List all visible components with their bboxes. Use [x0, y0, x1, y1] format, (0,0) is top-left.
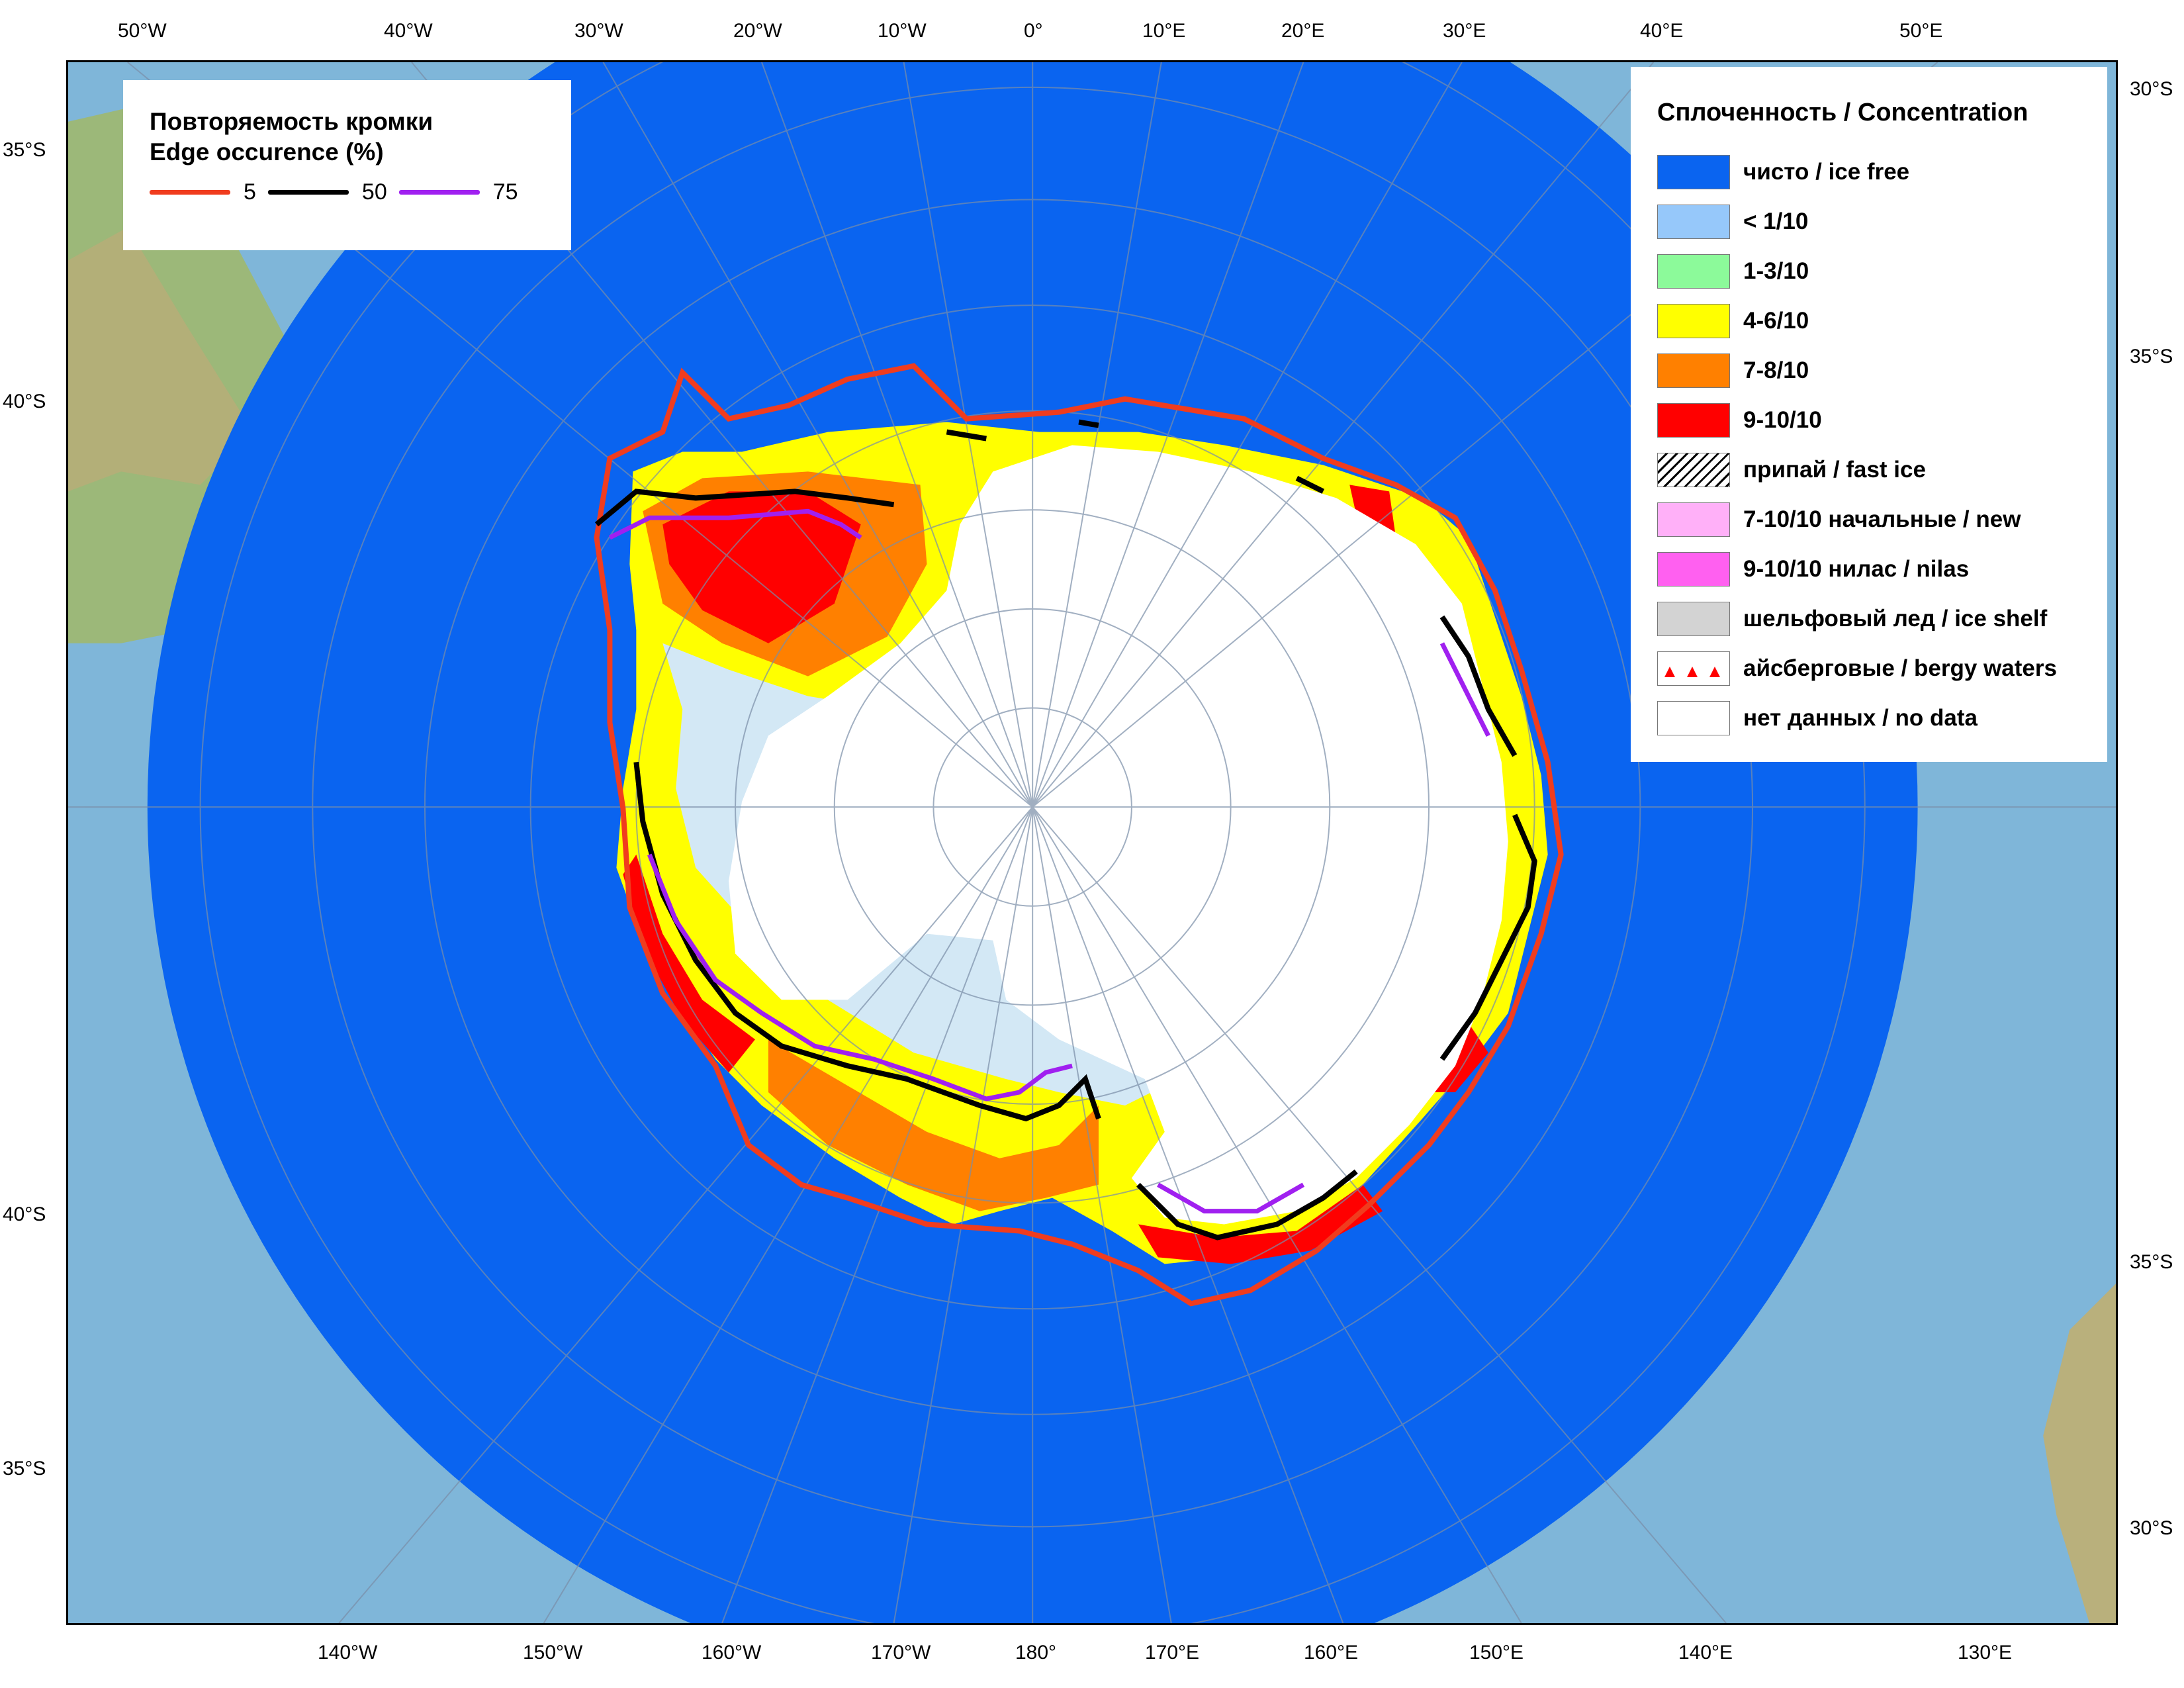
lat-tick-left: 35°S [3, 139, 46, 161]
edge-line-75-percent [608, 508, 1490, 1214]
concentration-swatch [1657, 204, 1730, 239]
lon-tick-bottom: 180° [1015, 1642, 1057, 1664]
lon-tick-bottom: 160°E [1304, 1642, 1359, 1664]
concentration-legend-item: чисто / ice free [1657, 147, 2081, 197]
concentration-legend-item: 9-10/10 [1657, 395, 2081, 445]
lon-tick-bottom: 130°E [1958, 1642, 2013, 1664]
edge-occurrence-legend: Повторяемость кромки Edge occurence (%) … [123, 80, 571, 250]
lat-tick-left: 40°S [3, 391, 46, 412]
concentration-label: 4-6/10 [1743, 307, 1809, 334]
concentration-swatch [1657, 154, 1730, 189]
lon-tick-bottom: 150°W [523, 1642, 583, 1664]
edge-legend-label: 75 [492, 179, 518, 205]
concentration-legend-title: Сплоченность / Concentration [1657, 99, 2028, 126]
edge-legend-title-ru: Повторяемость кромки [150, 108, 433, 135]
ice-patch-west-red [623, 854, 755, 1073]
antarctic-sea-ice-map [68, 62, 2116, 1623]
lon-tick-top: 50°E [1899, 20, 1943, 42]
concentration-label: чисто / ice free [1743, 158, 1910, 185]
concentration-label: 7-8/10 [1743, 357, 1809, 383]
concentration-label: 9-10/10 [1743, 406, 1822, 433]
lon-tick-bottom: 160°W [702, 1642, 762, 1664]
lat-tick-right: 30°S [2130, 78, 2173, 100]
concentration-legend-item: 7-8/10 [1657, 346, 2081, 395]
africa-landmass [2043, 1284, 2116, 1623]
concentration-label: 7-10/10 начальные / new [1743, 506, 2021, 532]
lon-tick-bottom: 150°E [1469, 1642, 1524, 1664]
lon-tick-bottom: 170°E [1145, 1642, 1200, 1664]
edge-legend-title-en: Edge occurence (%) [150, 138, 384, 165]
concentration-legend-item: шельфовый лед / ice shelf [1657, 594, 2081, 643]
lon-tick-top: 0° [1024, 20, 1043, 42]
antarctica-continent [729, 445, 1508, 1225]
map-frame [66, 60, 2118, 1625]
ice-patch-weddell-red [662, 491, 861, 643]
edge-legend-label: 50 [361, 179, 387, 205]
concentration-label: нет данных / no data [1743, 704, 1978, 731]
lon-tick-top: 20°W [733, 20, 782, 42]
lat-tick-right: 35°S [2130, 1251, 2173, 1273]
lon-tick-bottom: 140°E [1678, 1642, 1733, 1664]
edge-line-swatch-75 [398, 190, 480, 195]
concentration-legend-item: 4-6/10 [1657, 296, 2081, 346]
lon-tick-top: 30°E [1443, 20, 1486, 42]
edge-line-5-percent [594, 363, 1564, 1307]
concentration-legend-item: 1-3/10 [1657, 246, 2081, 296]
concentration-legend: Сплоченность / Concentration чисто / ice… [1631, 67, 2107, 762]
concentration-legend-item: припай / fast ice [1657, 445, 2081, 494]
fast-ice-hatch-icon [1657, 452, 1730, 487]
concentration-label: 1-3/10 [1743, 258, 1809, 284]
concentration-legend-item: айсберговые / bergy waters [1657, 643, 2081, 693]
concentration-swatch [1657, 402, 1730, 438]
ice-patch-ross-orange [768, 1039, 1099, 1211]
edge-legend-label: 5 [244, 179, 256, 205]
lat-tick-left: 35°S [3, 1458, 46, 1479]
concentration-swatch [1657, 502, 1730, 537]
lat-tick-right: 30°S [2130, 1517, 2173, 1539]
concentration-label: шельфовый лед / ice shelf [1743, 605, 2048, 632]
bergy-waters-triangles-icon [1657, 651, 1730, 686]
concentration-swatch [1657, 353, 1730, 388]
concentration-legend-item: 9-10/10 нилас / nilas [1657, 544, 2081, 594]
graticule [68, 62, 2116, 1623]
concentration-legend-items: чисто / ice free < 1/10 1-3/10 4-6/10 7-8/10… [1657, 147, 2081, 743]
concentration-legend-item: 7-10/10 начальные / new [1657, 494, 2081, 544]
concentration-label: айсберговые / bergy waters [1743, 655, 2057, 681]
lon-tick-top: 50°W [118, 20, 167, 42]
edge-legend-row: 5 50 75 [150, 179, 545, 205]
lon-tick-top: 30°W [574, 20, 623, 42]
concentration-label: 9-10/10 нилас / nilas [1743, 555, 1970, 582]
concentration-legend-item: нет данных / no data [1657, 693, 2081, 743]
concentration-swatch [1657, 700, 1730, 735]
concentration-legend-item: < 1/10 [1657, 197, 2081, 246]
edge-line-swatch-5 [150, 190, 230, 195]
concentration-label: < 1/10 [1743, 208, 1809, 234]
concentration-label: припай / fast ice [1743, 456, 1926, 483]
concentration-swatch [1657, 254, 1730, 289]
lon-tick-top: 20°E [1281, 20, 1325, 42]
concentration-swatch [1657, 303, 1730, 338]
south-america-shade [68, 227, 253, 492]
concentration-swatch [1657, 551, 1730, 586]
lat-tick-right: 35°S [2130, 346, 2173, 367]
lon-tick-top: 10°E [1142, 20, 1186, 42]
lon-tick-bottom: 140°W [318, 1642, 378, 1664]
edge-line-swatch-50 [267, 190, 349, 195]
lon-tick-bottom: 170°W [871, 1642, 931, 1664]
concentration-swatch [1657, 601, 1730, 636]
edge-line-50-percent [594, 419, 1537, 1241]
lat-tick-left: 40°S [3, 1203, 46, 1225]
lon-tick-top: 40°E [1640, 20, 1684, 42]
lon-tick-top: 10°W [878, 20, 927, 42]
lon-tick-top: 40°W [384, 20, 433, 42]
